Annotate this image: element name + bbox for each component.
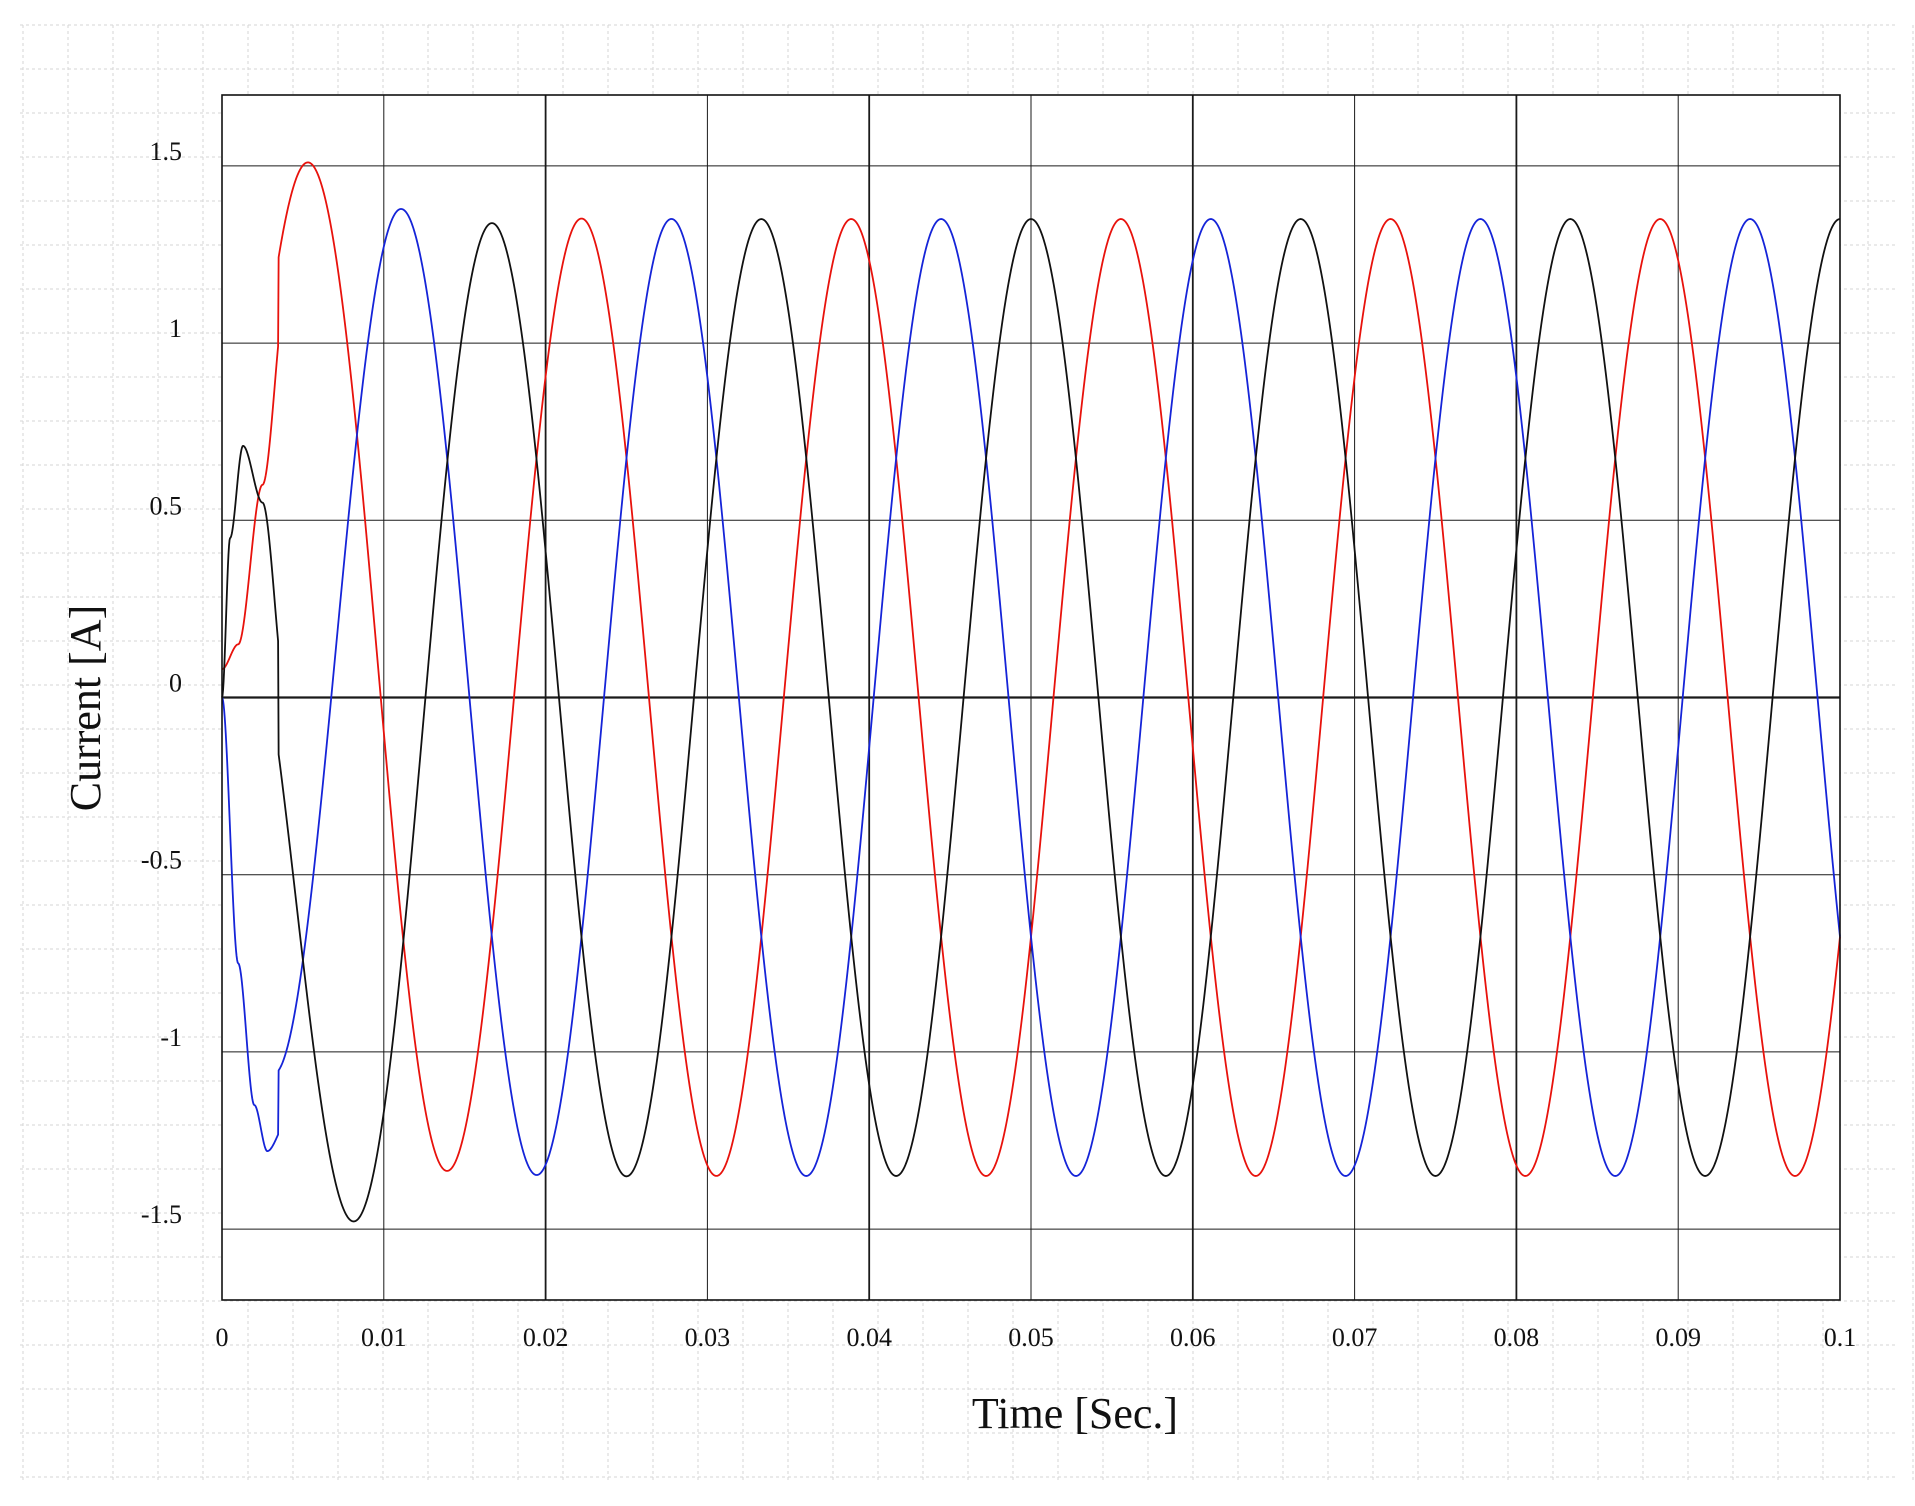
- y-axis-tick-labels: 1.5 1 0.5 0 -0.5 -1 -1.5: [141, 137, 182, 1229]
- y-tick-label: 0: [169, 669, 182, 698]
- series-3-line: [221, 218, 1841, 1223]
- y-tick-label: -0.5: [141, 846, 182, 875]
- series-2-line: [221, 208, 1841, 1177]
- y-tick-label: 0.5: [150, 491, 183, 520]
- background-graph-paper: [20, 24, 1914, 1481]
- x-tick-label: 0.06: [1170, 1323, 1216, 1352]
- x-tick-label: 0.1: [1824, 1323, 1857, 1352]
- y-tick-label: 1.5: [150, 137, 183, 166]
- x-tick-label: 0.01: [361, 1323, 407, 1352]
- x-tick-label: 0.09: [1655, 1323, 1701, 1352]
- y-tick-label: 1: [169, 314, 182, 343]
- x-axis-tick-labels: 0 0.01 0.02 0.03 0.04 0.05 0.06 0.07 0.08 0.09 0.1: [216, 1323, 1857, 1352]
- x-axis-title: Time [Sec.]: [972, 1389, 1178, 1438]
- x-tick-label: 0.08: [1494, 1323, 1540, 1352]
- x-tick-label: 0.02: [523, 1323, 569, 1352]
- x-tick-label: 0.05: [1008, 1323, 1054, 1352]
- x-tick-label: 0.04: [846, 1323, 892, 1352]
- y-axis-title: Current [A]: [61, 605, 110, 812]
- x-tick-label: 0: [216, 1323, 229, 1352]
- x-tick-label: 0.07: [1332, 1323, 1378, 1352]
- y-tick-label: -1.5: [141, 1200, 182, 1229]
- x-tick-label: 0.03: [685, 1323, 731, 1352]
- y-tick-label: -1: [160, 1023, 182, 1052]
- plot-area-frame: [221, 94, 1841, 1301]
- series-layer: [221, 161, 1841, 1223]
